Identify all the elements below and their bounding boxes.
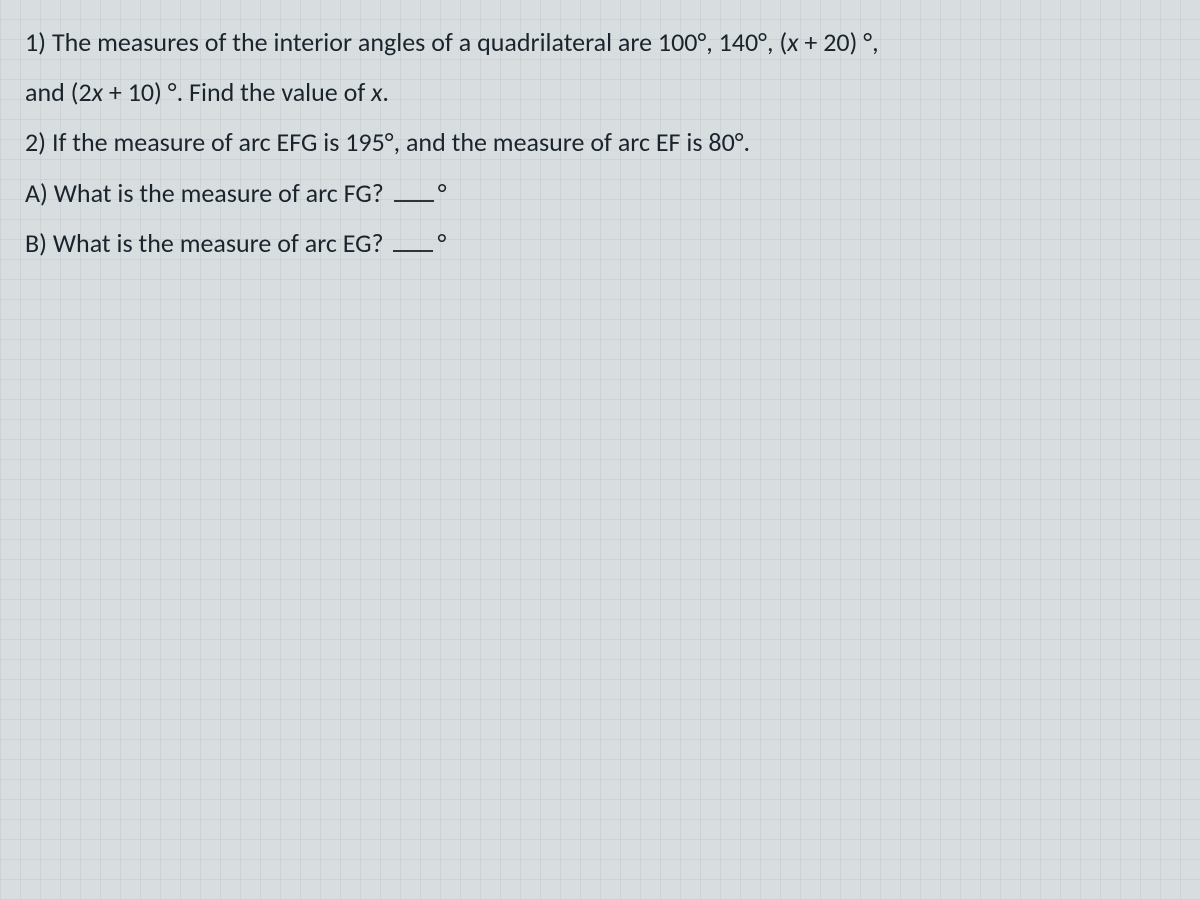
question-1-line2: and (2x + 10) °. Find the value of x. (25, 70, 1175, 114)
question-2b-text: B) What is the measure of arc EG? (25, 227, 384, 259)
question-2: 2) If the measure of arc EFG is 195°, an… (25, 120, 1175, 164)
question-1: 1) The measures of the interior angles o… (25, 20, 1175, 64)
question-2a-text: A) What is the measure of arc FG? (25, 177, 384, 209)
question-2a-degree: ° (438, 177, 447, 209)
question-2b-degree: ° (437, 227, 446, 259)
question-1-var3: x (371, 76, 382, 108)
question-1-line2-mid: + 10) °. Find the value of (103, 76, 371, 108)
question-1-var2: x (92, 76, 103, 108)
question-1-text-part2: + 20) °, (798, 26, 878, 58)
question-2-text: 2) If the measure of arc EFG is 195°, an… (25, 126, 750, 158)
question-2a: A) What is the measure of arc FG? ° (25, 171, 1175, 215)
question-1-line2-prefix: and (2 (25, 76, 92, 108)
question-2b: B) What is the measure of arc EG? ° (25, 221, 1175, 265)
question-1-text-part1: 1) The measures of the interior angles o… (25, 26, 787, 58)
question-2a-blank (394, 200, 434, 202)
question-1-var1: x (787, 26, 798, 58)
question-1-line2-suffix: . (382, 76, 389, 108)
question-2b-blank (393, 250, 433, 252)
